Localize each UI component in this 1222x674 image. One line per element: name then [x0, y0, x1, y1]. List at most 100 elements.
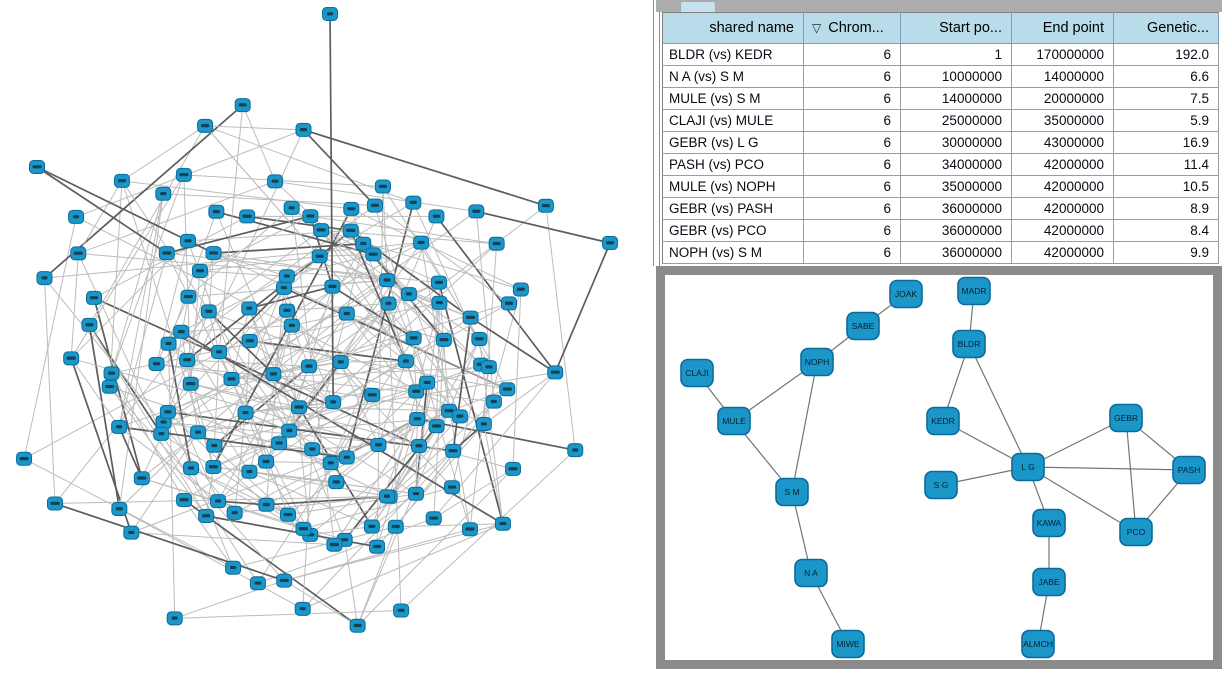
- cell-end[interactable]: 20000000: [1012, 88, 1114, 110]
- overview-node[interactable]: [180, 353, 195, 366]
- overview-node[interactable]: [350, 619, 365, 632]
- cell-chromosome[interactable]: 6: [804, 154, 901, 176]
- network-node-ALMCH[interactable]: ALMCH: [1022, 631, 1054, 658]
- cell-end[interactable]: 43000000: [1012, 132, 1114, 154]
- cell-end[interactable]: 42000000: [1012, 242, 1114, 264]
- overview-node[interactable]: [436, 333, 451, 346]
- overview-node[interactable]: [303, 210, 318, 223]
- overview-node[interactable]: [603, 237, 618, 250]
- cell-name[interactable]: PASH (vs) PCO: [663, 154, 804, 176]
- network-edge-LG-PASH[interactable]: [1028, 467, 1189, 470]
- overview-node[interactable]: [211, 495, 226, 508]
- overview-node[interactable]: [431, 276, 446, 289]
- column-header-genetic[interactable]: Genetic...: [1114, 13, 1219, 44]
- overview-node[interactable]: [429, 210, 444, 223]
- overview-node[interactable]: [183, 377, 198, 390]
- network-node-NA[interactable]: N A: [795, 560, 827, 587]
- overview-node[interactable]: [212, 345, 227, 358]
- network-node-PCO[interactable]: PCO: [1120, 519, 1152, 546]
- overview-node[interactable]: [476, 418, 491, 431]
- network-node-JOAK[interactable]: JOAK: [890, 281, 922, 308]
- overview-node[interactable]: [323, 8, 338, 21]
- overview-node[interactable]: [226, 561, 241, 574]
- overview-node[interactable]: [380, 274, 395, 287]
- overview-node[interactable]: [180, 234, 195, 247]
- network-node-BLDR[interactable]: BLDR: [953, 331, 985, 358]
- overview-node[interactable]: [445, 481, 460, 494]
- overview-node[interactable]: [343, 224, 358, 237]
- cell-name[interactable]: MULE (vs) S M: [663, 88, 804, 110]
- overview-node[interactable]: [242, 334, 257, 347]
- overview-node[interactable]: [268, 175, 283, 188]
- overview-node[interactable]: [277, 574, 292, 587]
- overview-node[interactable]: [112, 502, 127, 515]
- overview-node[interactable]: [238, 406, 253, 419]
- cell-genetic[interactable]: 16.9: [1114, 132, 1219, 154]
- cell-chromosome[interactable]: 6: [804, 132, 901, 154]
- overview-node[interactable]: [481, 361, 496, 374]
- overview-node[interactable]: [398, 355, 413, 368]
- overview-node[interactable]: [160, 406, 175, 419]
- cell-genetic[interactable]: 192.0: [1114, 44, 1219, 66]
- overview-node[interactable]: [184, 462, 199, 475]
- overview-node[interactable]: [276, 281, 291, 294]
- overview-node[interactable]: [161, 337, 176, 350]
- cell-name[interactable]: MULE (vs) NOPH: [663, 176, 804, 198]
- overview-node[interactable]: [426, 512, 441, 525]
- overview-node[interactable]: [201, 305, 216, 318]
- overview-node[interactable]: [209, 205, 224, 218]
- overview-node[interactable]: [235, 99, 250, 112]
- overview-node[interactable]: [198, 119, 213, 132]
- overview-node[interactable]: [366, 248, 381, 261]
- overview-node[interactable]: [176, 168, 191, 181]
- overview-node[interactable]: [401, 288, 416, 301]
- cell-end[interactable]: 42000000: [1012, 176, 1114, 198]
- network-node-GEBR[interactable]: GEBR: [1110, 405, 1142, 432]
- column-header-name[interactable]: shared name: [663, 13, 804, 44]
- cell-name[interactable]: GEBR (vs) PCO: [663, 220, 804, 242]
- cell-genetic[interactable]: 8.4: [1114, 220, 1219, 242]
- overview-node[interactable]: [259, 455, 274, 468]
- overview-node[interactable]: [364, 520, 379, 533]
- overview-node[interactable]: [102, 380, 117, 393]
- cell-end[interactable]: 42000000: [1012, 198, 1114, 220]
- overview-node[interactable]: [82, 318, 97, 331]
- overview-node[interactable]: [191, 426, 206, 439]
- overview-node[interactable]: [240, 210, 255, 223]
- cell-end[interactable]: 35000000: [1012, 110, 1114, 132]
- cell-start[interactable]: 34000000: [901, 154, 1012, 176]
- overview-node[interactable]: [410, 412, 425, 425]
- cell-end[interactable]: 42000000: [1012, 154, 1114, 176]
- overview-node[interactable]: [394, 604, 409, 617]
- overview-node[interactable]: [406, 196, 421, 209]
- overview-node[interactable]: [513, 283, 528, 296]
- cell-name[interactable]: GEBR (vs) PASH: [663, 198, 804, 220]
- overview-node[interactable]: [406, 332, 421, 345]
- overview-network-panel[interactable]: [0, 0, 652, 669]
- overview-node[interactable]: [568, 444, 583, 457]
- network-node-MULE[interactable]: MULE: [718, 408, 750, 435]
- overview-network-canvas[interactable]: [0, 0, 652, 669]
- cell-end[interactable]: 170000000: [1012, 44, 1114, 66]
- overview-node[interactable]: [291, 401, 306, 414]
- overview-node[interactable]: [259, 498, 274, 511]
- filter-icon[interactable]: ▽: [812, 21, 821, 35]
- network-node-KEDR[interactable]: KEDR: [927, 408, 959, 435]
- overview-node[interactable]: [177, 493, 192, 506]
- cell-end[interactable]: 42000000: [1012, 220, 1114, 242]
- cell-start[interactable]: 30000000: [901, 132, 1012, 154]
- overview-node[interactable]: [411, 439, 426, 452]
- overview-node[interactable]: [375, 180, 390, 193]
- overview-node[interactable]: [114, 174, 129, 187]
- cell-chromosome[interactable]: 6: [804, 66, 901, 88]
- network-node-SM[interactable]: S M: [776, 479, 808, 506]
- network-node-SG[interactable]: S G: [925, 472, 957, 499]
